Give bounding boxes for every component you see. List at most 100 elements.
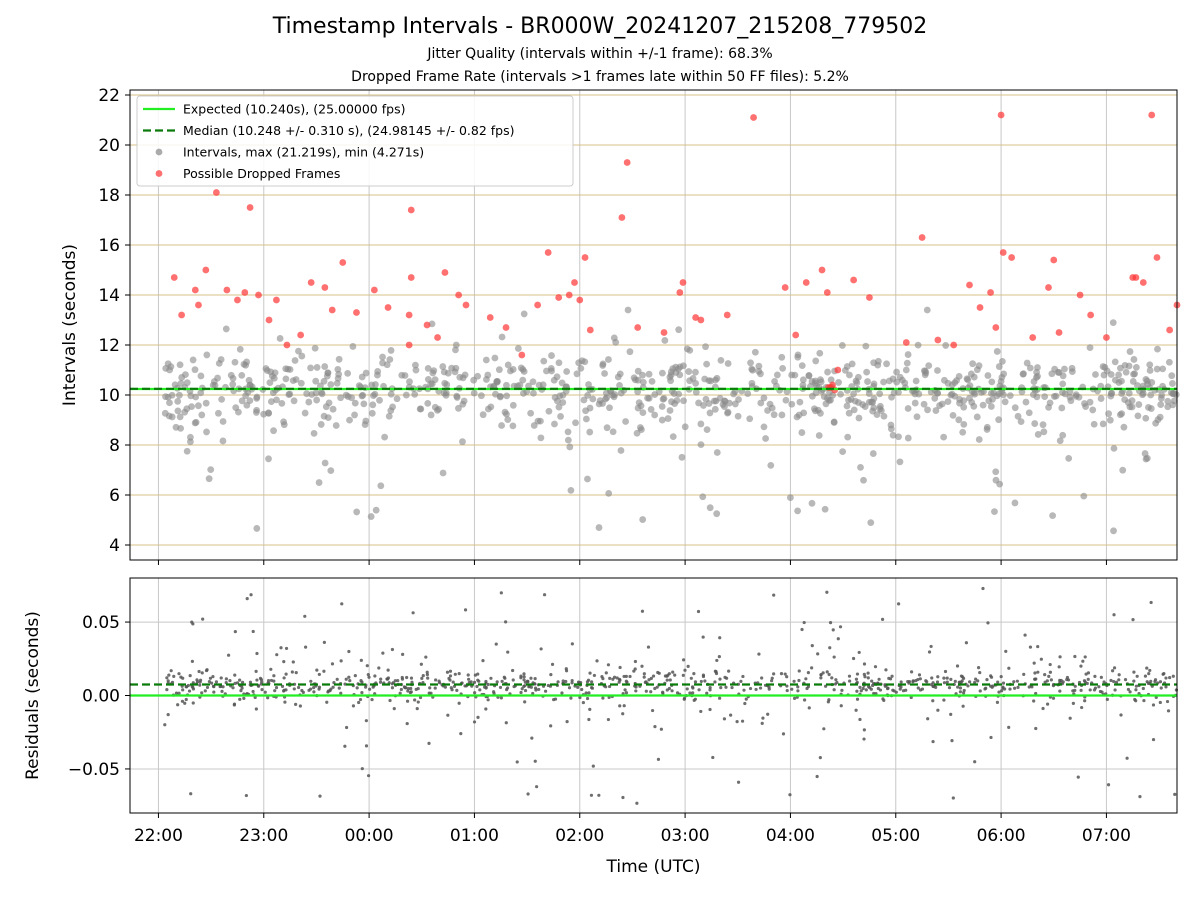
residual-point: [685, 687, 689, 691]
residual-point: [169, 669, 173, 673]
residual-point: [642, 672, 646, 676]
residual-point: [942, 676, 946, 680]
residual-point: [976, 666, 981, 670]
interval-point: [955, 416, 963, 424]
interval-point: [1130, 356, 1138, 363]
residual-point: [1033, 677, 1037, 681]
interval-point: [639, 378, 647, 386]
interval-point: [1046, 399, 1054, 407]
residual-point: [1086, 677, 1090, 681]
y-tick-label: 16: [98, 236, 120, 256]
residual-point: [1112, 666, 1117, 670]
interval-point: [808, 499, 816, 507]
interval-point: [431, 376, 439, 384]
interval-point: [843, 402, 851, 410]
residual-point: [945, 676, 949, 680]
interval-point: [893, 378, 901, 386]
interval-point: [853, 379, 861, 387]
residual-point: [826, 700, 830, 704]
dropped-frame-point: [623, 159, 631, 166]
interval-point: [564, 436, 572, 444]
legend-marker-swatch: [155, 170, 163, 177]
interval-point: [779, 365, 787, 372]
interval-point: [1107, 371, 1115, 378]
interval-point: [320, 377, 328, 385]
residual-point: [859, 689, 863, 693]
residual-point: [347, 649, 351, 654]
dropped-frame-point: [750, 114, 757, 121]
residual-point: [836, 637, 840, 641]
interval-point: [1039, 421, 1047, 429]
interval-point: [1034, 364, 1041, 371]
interval-point: [610, 334, 618, 342]
residual-point: [565, 720, 569, 724]
residual-point: [1047, 674, 1051, 678]
residual-point: [810, 644, 814, 648]
dropped-frame-point: [434, 334, 441, 341]
residual-point: [1134, 684, 1138, 688]
residual-point: [238, 697, 242, 701]
x-tick-label: 03:00: [661, 826, 710, 846]
residual-point: [416, 700, 420, 704]
interval-point: [1128, 403, 1136, 411]
interval-point: [176, 361, 184, 369]
dropped-frame-point: [987, 289, 994, 296]
residual-point: [396, 679, 400, 683]
interval-point: [310, 429, 318, 437]
interval-point: [845, 409, 853, 417]
residual-point: [421, 680, 425, 685]
residual-point: [595, 659, 599, 663]
interval-point: [203, 351, 211, 359]
residuals-panel: −0.05 0.00 0.05 22:00 23:00 00:00 01:00 02:00 03…: [23, 577, 1178, 877]
residual-point: [640, 609, 645, 613]
interval-point: [839, 448, 847, 456]
residual-point: [911, 679, 915, 683]
residual-point: [531, 691, 535, 696]
interval-point: [1154, 345, 1161, 353]
interval-point: [904, 405, 912, 412]
interval-point: [685, 368, 693, 375]
residual-point: [974, 677, 978, 681]
residual-point: [857, 650, 861, 655]
residual-point: [377, 666, 381, 670]
residual-point: [533, 759, 537, 763]
residual-point: [385, 677, 389, 681]
residual-point: [1114, 680, 1119, 684]
residual-point: [807, 706, 811, 710]
interval-point: [564, 428, 572, 436]
residual-point: [249, 593, 253, 597]
residual-point: [405, 699, 410, 703]
residual-point: [945, 680, 949, 684]
dropped-frame-point: [241, 289, 249, 296]
interval-point: [927, 388, 935, 396]
residual-point: [708, 688, 712, 692]
dropped-frame-point: [1148, 111, 1156, 119]
interval-point: [837, 390, 844, 398]
interval-point: [276, 335, 284, 342]
interval-point: [912, 377, 920, 385]
residual-point: [502, 675, 506, 679]
interval-point: [755, 367, 763, 375]
residual-point: [792, 696, 797, 700]
residual-point: [1085, 681, 1089, 686]
residual-point: [649, 690, 653, 694]
dropped-frame-point: [328, 306, 336, 314]
residual-point: [1141, 686, 1145, 691]
interval-point: [321, 363, 329, 370]
legend-entry-label: Intervals, max (21.219s), min (4.271s): [183, 145, 424, 160]
residual-point: [931, 681, 935, 685]
residual-point: [1048, 662, 1052, 667]
residual-point: [881, 697, 885, 701]
interval-point: [584, 392, 592, 399]
residual-points: [163, 586, 1178, 805]
interval-point: [545, 407, 553, 415]
residual-point: [381, 651, 385, 655]
residual-point: [866, 671, 870, 675]
residual-point: [522, 675, 526, 679]
residual-point: [366, 673, 370, 677]
residual-point: [472, 720, 477, 724]
residual-point: [802, 620, 806, 625]
interval-point: [1141, 450, 1149, 457]
residual-point: [1058, 678, 1062, 682]
